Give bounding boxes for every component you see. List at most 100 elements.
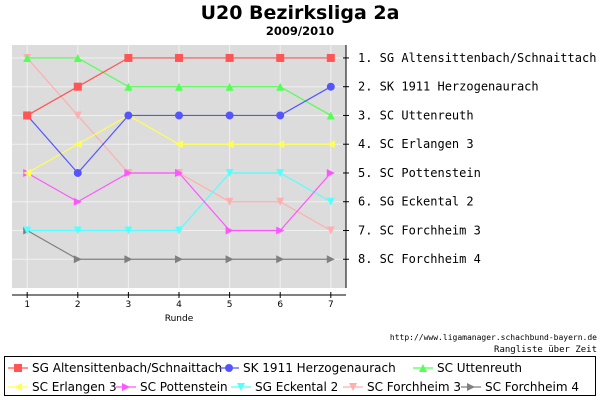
data-point: [124, 53, 133, 62]
legend-label: SC Pottenstein: [140, 379, 228, 394]
data-point: [419, 363, 427, 372]
legend-item: SC Forchheim 3: [342, 377, 461, 396]
data-point: [73, 111, 82, 120]
data-point: [73, 168, 82, 177]
legend-item: SC Forchheim 4: [460, 377, 579, 396]
credit-caption: Rangliste über Zeit: [494, 345, 597, 355]
data-point: [276, 226, 285, 235]
x-tick-label: 6: [277, 300, 283, 310]
legend-marker-icon: [413, 363, 433, 372]
data-point: [225, 255, 234, 264]
legend-row: SC Erlangen 3 SC Pottenstein SG Eckental 2…: [5, 377, 595, 396]
data-point: [175, 255, 183, 264]
rank-label: 6. SG Eckental 2: [358, 195, 474, 209]
data-point: [73, 53, 82, 62]
data-point: [73, 255, 82, 264]
legend-label: SC Forchheim 4: [485, 379, 579, 394]
legend-row: SG Altensittenbach/Schnaittach SK 1911 He…: [5, 358, 595, 377]
chart-subtitle: 2009/2010: [265, 24, 335, 38]
data-point: [225, 53, 234, 62]
data-point: [326, 226, 335, 235]
legend-item: SG Altensittenbach/Schnaittach: [7, 358, 222, 377]
legend-label: SC Uttenreuth: [437, 360, 522, 375]
x-tick-label: 2: [75, 300, 81, 310]
x-tick-label: 4: [176, 300, 182, 310]
legend-item: SK 1911 Herzogenaurach: [218, 358, 396, 377]
data-point: [23, 226, 32, 235]
data-point: [122, 382, 130, 391]
data-point: [225, 168, 234, 177]
data-point: [124, 255, 133, 264]
legend-label: SK 1911 Herzogenaurach: [243, 360, 396, 375]
data-point: [276, 140, 285, 149]
legend-item: SG Eckental 2: [230, 377, 338, 396]
data-point: [23, 111, 32, 120]
data-point: [124, 226, 133, 235]
legend-item: SC Erlangen 3: [7, 377, 117, 396]
legend-label: SC Erlangen 3: [32, 379, 117, 394]
data-point: [175, 226, 183, 235]
data-point: [225, 197, 234, 206]
data-point: [276, 197, 285, 206]
data-point: [175, 53, 183, 62]
rank-label: 1. SG Altensittenbach/Schnaittach: [358, 51, 596, 65]
data-point: [225, 111, 234, 120]
data-point: [276, 82, 285, 91]
legend-marker-icon: [116, 382, 136, 391]
data-point: [73, 197, 82, 206]
legend-item: SC Pottenstein: [115, 377, 228, 396]
x-axis-label: Runde: [165, 314, 194, 324]
data-point: [349, 382, 357, 391]
legend-label: SG Eckental 2: [255, 379, 339, 394]
legend-marker-icon: [461, 382, 481, 391]
data-point: [14, 382, 22, 391]
chart-title: U20 Bezirksliga 2a: [200, 2, 400, 24]
data-point: [326, 53, 335, 62]
data-point: [23, 53, 32, 62]
legend-marker-icon: [343, 382, 363, 391]
legend-marker-icon: [231, 382, 251, 391]
data-point: [326, 111, 335, 120]
data-point: [175, 140, 183, 149]
rank-label: 5. SC Pottenstein: [358, 166, 481, 180]
legend-marker-icon: [219, 363, 239, 372]
x-tick-label: 7: [328, 300, 334, 310]
data-point: [326, 168, 335, 177]
data-point: [225, 363, 233, 372]
data-point: [124, 82, 133, 91]
data-point: [326, 197, 335, 206]
legend-marker-icon: [8, 363, 28, 372]
data-point: [276, 255, 285, 264]
credit-url: http://www.ligamanager.schachbund-bayern…: [389, 333, 597, 342]
data-point: [73, 140, 82, 149]
rank-label: 2. SK 1911 Herzogenaurach: [358, 80, 539, 94]
data-point: [225, 82, 234, 91]
rank-label: 3. SC Uttenreuth: [358, 108, 474, 122]
data-point: [276, 53, 285, 62]
legend-label: SC Forchheim 3: [367, 379, 461, 394]
data-point: [237, 382, 245, 391]
data-point: [276, 168, 285, 177]
rank-label: 7. SC Forchheim 3: [358, 223, 481, 237]
data-point: [175, 168, 183, 177]
data-point: [23, 168, 32, 177]
x-tick-label: 5: [227, 300, 233, 310]
data-point: [73, 82, 82, 91]
data-point: [326, 140, 335, 149]
data-point: [326, 255, 335, 264]
data-point: [175, 82, 183, 91]
data-point: [225, 140, 234, 149]
data-point: [14, 363, 22, 372]
data-point: [73, 226, 82, 235]
data-point: [175, 111, 183, 120]
rank-label: 4. SC Erlangen 3: [358, 137, 474, 151]
x-tick-label: 3: [126, 300, 132, 310]
legend: SG Altensittenbach/Schnaittach SK 1911 He…: [4, 356, 596, 396]
data-point: [225, 226, 234, 235]
data-point: [124, 111, 133, 120]
data-point: [326, 82, 335, 91]
data-point: [467, 382, 475, 391]
legend-marker-icon: [8, 382, 28, 391]
x-tick-label: 1: [24, 300, 30, 310]
legend-item: SC Uttenreuth: [412, 358, 522, 377]
